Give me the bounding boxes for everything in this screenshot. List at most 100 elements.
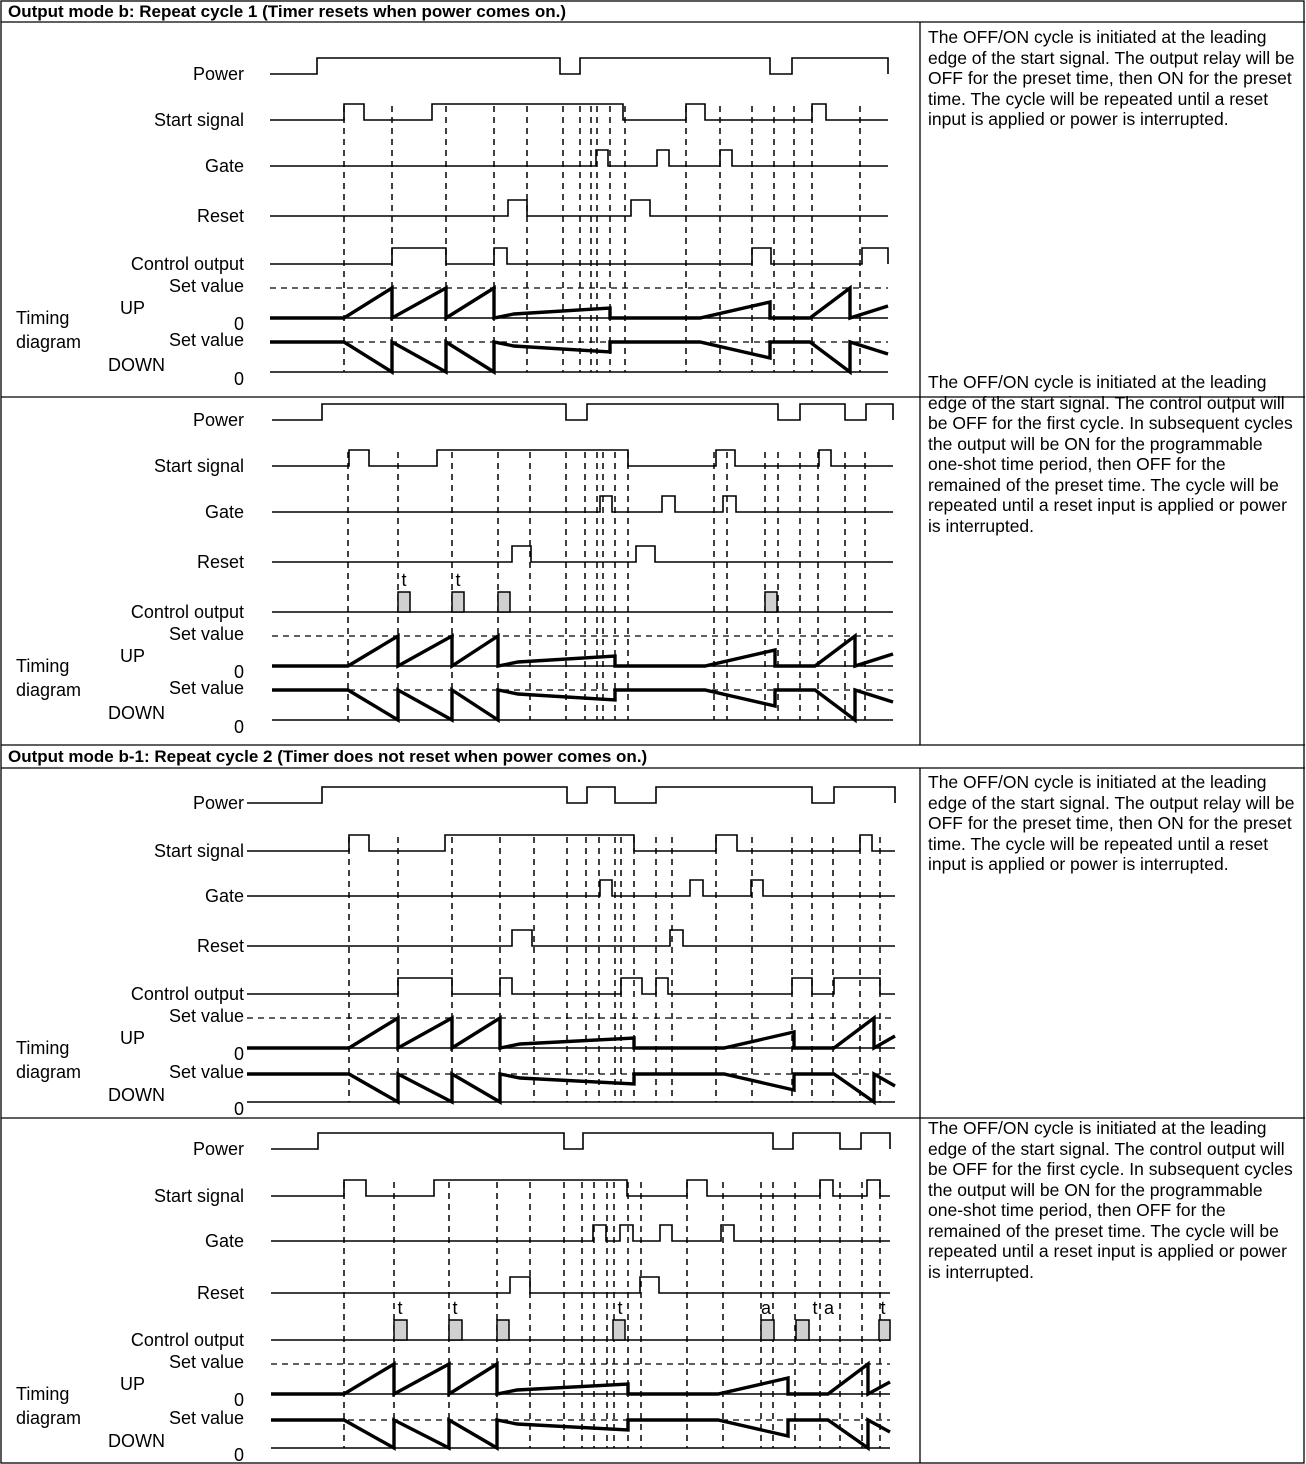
up-count-curve	[247, 1014, 896, 1052]
down-label: DOWN	[108, 355, 165, 375]
one-shot-label: t	[455, 570, 460, 590]
set-value-label: Set value	[169, 1062, 244, 1082]
one-shot-pulse	[612, 1319, 626, 1341]
one-shot-pulse	[764, 591, 778, 613]
up-label: UP	[120, 298, 145, 318]
start-signal-label: Start signal	[154, 110, 244, 130]
start-signal-waveform	[247, 834, 895, 852]
power-label: Power	[193, 410, 244, 430]
control-output-waveform	[270, 247, 889, 265]
diagram-label: diagram	[16, 332, 81, 352]
timing-label: Timing	[16, 1038, 69, 1058]
down-count-curve	[247, 1071, 896, 1106]
panel-description: The OFF/ON cycle is initiated at the lea…	[928, 27, 1295, 129]
set-value-label: Set value	[169, 1352, 244, 1372]
one-shot-pulse	[760, 1319, 775, 1341]
one-shot-pulse	[497, 591, 511, 613]
reset-waveform	[272, 545, 893, 563]
down-zero-label: 0	[234, 1099, 244, 1119]
section-header-mode-b1: Output mode b-1: Repeat cycle 2 (Timer d…	[8, 747, 648, 766]
control-output-label: Control output	[131, 602, 244, 622]
down-label: DOWN	[108, 1085, 165, 1105]
one-shot-label: t	[617, 1298, 622, 1318]
panel-description: The OFF/ON cycle is initiated at the lea…	[928, 372, 1293, 536]
gate-label: Gate	[205, 156, 244, 176]
reset-waveform	[270, 199, 888, 217]
power-label: Power	[193, 1139, 244, 1159]
down-count-curve	[270, 338, 889, 376]
down-count-curve	[271, 1417, 891, 1452]
up-count-curve	[271, 1360, 891, 1398]
power-label: Power	[193, 793, 244, 813]
up-label: UP	[120, 1028, 145, 1048]
one-shot-label: t	[452, 1298, 457, 1318]
diagram-label: diagram	[16, 1408, 81, 1428]
up-zero-label: 0	[234, 662, 244, 682]
timing-label: Timing	[16, 1384, 69, 1404]
gate-label: Gate	[205, 1231, 244, 1251]
timing-diagram-4: Power Start signal Gate Reset Control output…	[16, 1132, 891, 1464]
panel-description: The OFF/ON cycle is initiated at the lea…	[928, 1118, 1293, 1282]
one-shot-pulse	[496, 1319, 510, 1341]
up-count-curve	[272, 632, 894, 670]
one-shot-label: a	[761, 1298, 772, 1318]
section-header-mode-b: Output mode b: Repeat cycle 1 (Timer res…	[8, 2, 566, 21]
gate-waveform	[271, 1224, 890, 1242]
control-output-waveform	[247, 977, 895, 995]
one-shot-label: t	[812, 1298, 817, 1318]
set-value-label: Set value	[169, 624, 244, 644]
power-waveform	[270, 57, 889, 75]
reset-label: Reset	[197, 936, 244, 956]
timing-diagram-1: Power Start signal Gate Reset Control output…	[16, 57, 889, 389]
one-shot-label: t	[401, 570, 406, 590]
up-zero-label: 0	[234, 1044, 244, 1064]
control-output-label: Control output	[131, 254, 244, 274]
up-zero-label: 0	[234, 1390, 244, 1410]
power-waveform	[272, 403, 894, 421]
down-zero-label: 0	[234, 1445, 244, 1464]
up-label: UP	[120, 646, 145, 666]
set-value-label: Set value	[169, 1408, 244, 1428]
down-label: DOWN	[108, 703, 165, 723]
gate-waveform	[247, 879, 895, 897]
timing-diagram-3: Power Start signal Gate Reset Control output…	[16, 786, 896, 1119]
up-zero-label: 0	[234, 314, 244, 334]
gate-label: Gate	[205, 502, 244, 522]
down-count-curve	[272, 686, 894, 724]
one-shot-label: a	[824, 1298, 835, 1318]
power-waveform	[271, 1132, 891, 1150]
control-output-label: Control output	[131, 984, 244, 1004]
down-zero-label: 0	[234, 369, 244, 389]
set-value-label: Set value	[169, 1006, 244, 1026]
reset-waveform	[247, 929, 895, 947]
start-signal-label: Start signal	[154, 456, 244, 476]
gate-waveform	[272, 495, 893, 513]
power-waveform	[247, 786, 896, 804]
start-signal-label: Start signal	[154, 841, 244, 861]
up-count-curve	[270, 284, 889, 322]
up-label: UP	[120, 1374, 145, 1394]
down-zero-label: 0	[234, 717, 244, 737]
set-value-label: Set value	[169, 678, 244, 698]
gate-label: Gate	[205, 886, 244, 906]
one-shot-pulse	[795, 1319, 810, 1341]
control-output-label: Control output	[131, 1330, 244, 1350]
start-signal-waveform	[272, 449, 893, 467]
diagram-label: diagram	[16, 680, 81, 700]
reset-label: Reset	[197, 206, 244, 226]
set-value-label: Set value	[169, 330, 244, 350]
gate-waveform	[270, 149, 888, 167]
reset-label: Reset	[197, 552, 244, 572]
reset-waveform	[271, 1276, 890, 1294]
set-value-label: Set value	[169, 276, 244, 296]
one-shot-pulse	[878, 1319, 891, 1341]
one-shot-pulse	[393, 1319, 408, 1341]
diagram-label: diagram	[16, 1062, 81, 1082]
panel-description: The OFF/ON cycle is initiated at the lea…	[928, 772, 1295, 874]
power-label: Power	[193, 64, 244, 84]
timing-label: Timing	[16, 308, 69, 328]
